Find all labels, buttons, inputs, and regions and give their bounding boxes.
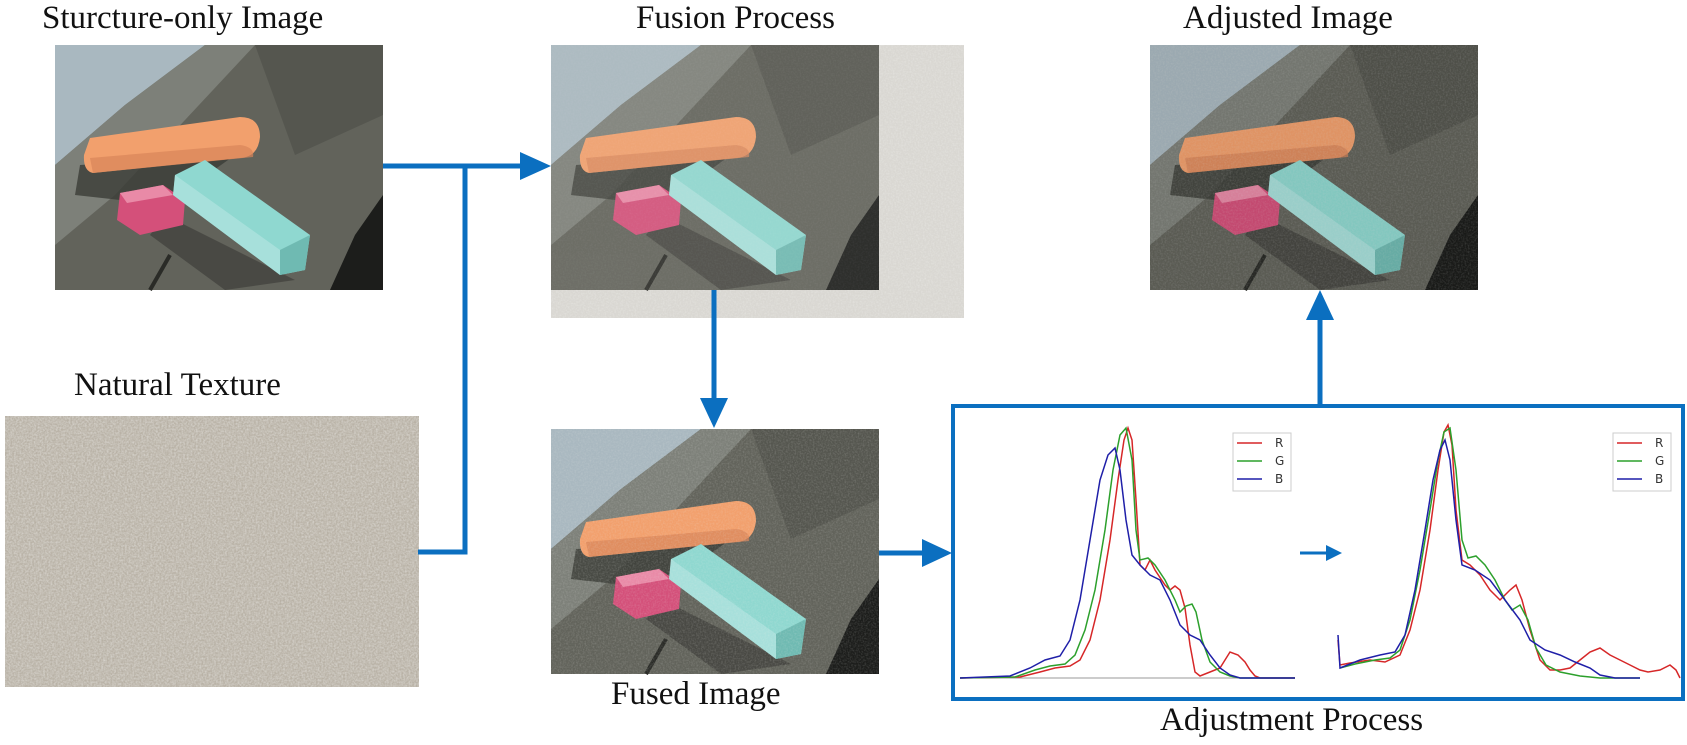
structure-only-image — [53, 43, 385, 292]
adjustment-process-title: Adjustment Process — [1160, 702, 1424, 738]
adjusted-image — [1148, 43, 1480, 292]
legend-g-2: G — [1655, 454, 1664, 468]
fusion-process-title: Fusion Process — [636, 0, 835, 36]
legend-b-2: B — [1655, 472, 1663, 486]
natural-texture-image — [5, 416, 419, 687]
natural-texture-title: Natural Texture — [74, 367, 281, 403]
legend-g: G — [1275, 454, 1284, 468]
histogram-before — [959, 425, 1295, 679]
legend-b: B — [1275, 472, 1283, 486]
legend-r-2: R — [1655, 436, 1663, 450]
fused-image-title: Fused Image — [611, 676, 781, 712]
structure-only-image-title: Sturcture-only Image — [42, 0, 324, 36]
histogram-after-legend: R G B — [1655, 436, 1664, 486]
histogram-after — [1337, 422, 1681, 679]
fusion-process-image — [549, 43, 964, 318]
adjusted-image-title: Adjusted Image — [1183, 0, 1393, 36]
flow-arrows — [383, 152, 1342, 567]
fused-image — [549, 427, 881, 676]
legend-r: R — [1275, 436, 1283, 450]
adjustment-process-box — [951, 404, 1685, 701]
histogram-before-legend: R G B — [1275, 436, 1284, 486]
